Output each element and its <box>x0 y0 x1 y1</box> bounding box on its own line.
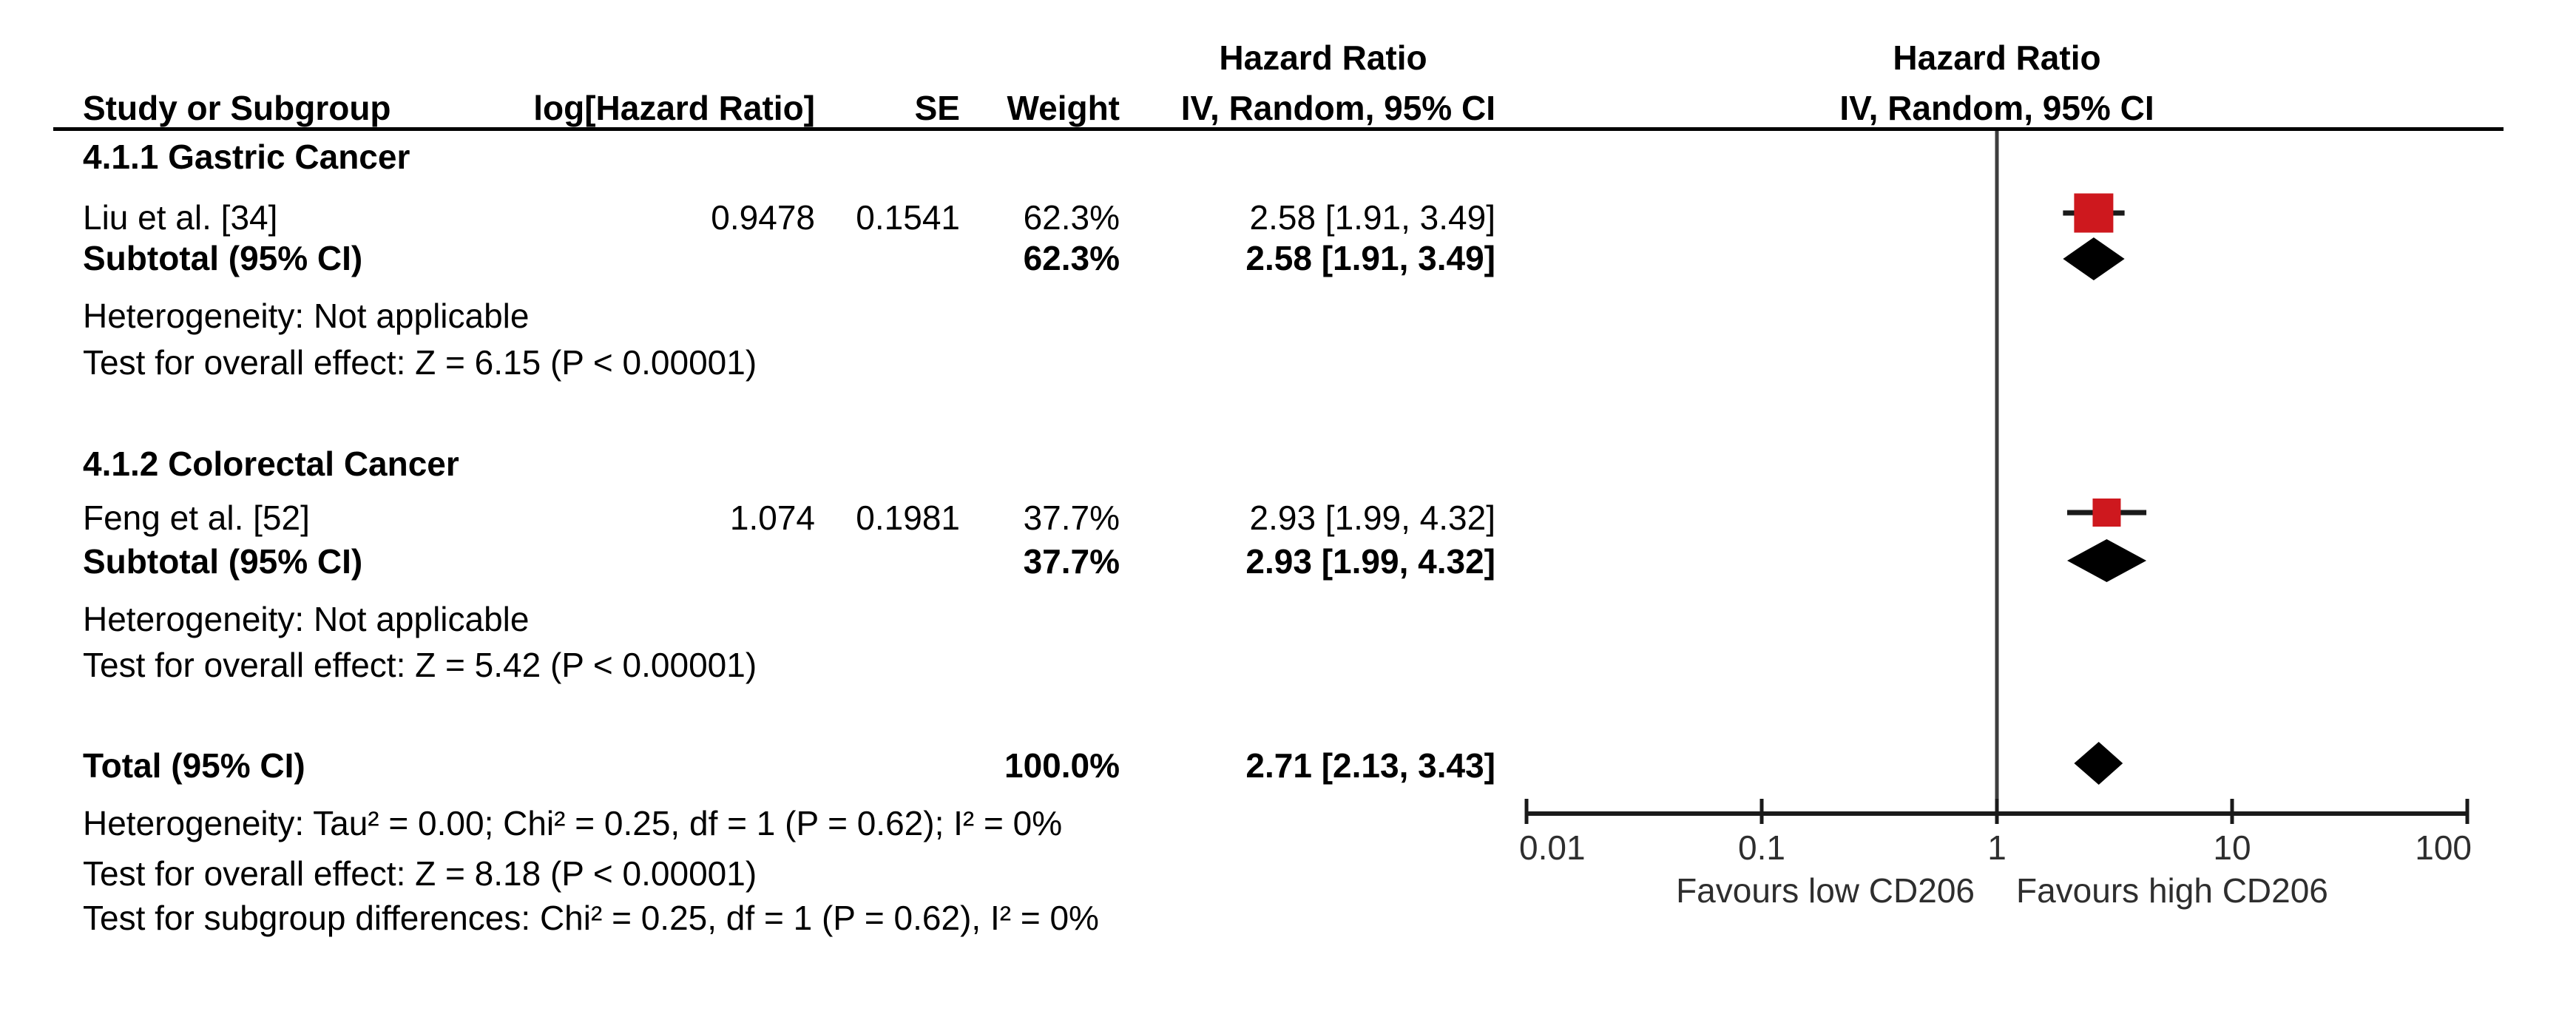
study-name: Liu et al. [34] <box>83 198 278 237</box>
axis-tick <box>1995 799 1999 824</box>
study-loghr: 1.074 <box>729 499 815 537</box>
total-diamond <box>2074 742 2123 785</box>
total-weight: 100.0% <box>1004 746 1120 785</box>
total-estimate: 2.71 [2.13, 3.43] <box>1245 746 1495 785</box>
subgroup-differences-line: Test for subgroup differences: Chi² = 0.… <box>83 899 1099 937</box>
total-overall-effect-line: Test for overall effect: Z = 8.18 (P < 0… <box>83 854 757 893</box>
column-header-loghr: log[Hazard Ratio] <box>533 89 815 127</box>
study-name: Feng et al. [52] <box>83 499 310 537</box>
overall-effect-line: Test for overall effect: Z = 6.15 (P < 0… <box>83 343 757 382</box>
column-header-study: Study or Subgroup <box>83 89 391 127</box>
study-loghr: 0.9478 <box>711 198 815 237</box>
axis-tick <box>2230 799 2234 824</box>
study-estimate: 2.58 [1.91, 3.49] <box>1249 198 1496 237</box>
favours-left-label: Favours low CD206 <box>1676 871 1975 910</box>
column-header-weight: Weight <box>1007 89 1120 127</box>
study-weight-square <box>2074 193 2114 233</box>
axis-tick-label: 10 <box>2213 828 2251 867</box>
study-weight: 62.3% <box>1023 198 1120 237</box>
column-header-ci: IV, Random, 95% CI <box>1180 89 1495 127</box>
study-weight-square <box>2092 499 2121 527</box>
total-heterogeneity-line: Heterogeneity: Tau² = 0.00; Chi² = 0.25,… <box>83 804 1063 842</box>
subtotal-weight: 62.3% <box>1023 239 1120 277</box>
right-effect-subtitle: IV, Random, 95% CI <box>1839 89 2154 127</box>
group-title: 4.1.1 Gastric Cancer <box>83 138 410 176</box>
axis-tick <box>1759 799 1764 824</box>
subtotal-diamond <box>2067 539 2147 582</box>
study-se: 0.1541 <box>856 198 960 237</box>
axis-tick-label: 1 <box>1987 828 2007 867</box>
subtotal-label: Subtotal (95% CI) <box>83 542 363 581</box>
total-label: Total (95% CI) <box>83 746 305 785</box>
column-header-se: SE <box>914 89 960 127</box>
subtotal-estimate: 2.58 [1.91, 3.49] <box>1245 239 1495 277</box>
subtotal-estimate: 2.93 [1.99, 4.32] <box>1245 542 1495 581</box>
study-estimate: 2.93 [1.99, 4.32] <box>1249 499 1496 537</box>
study-se: 0.1981 <box>856 499 960 537</box>
subtotal-diamond <box>2063 237 2125 280</box>
subtotal-weight: 37.7% <box>1023 542 1120 581</box>
null-effect-line <box>1995 131 1999 824</box>
left-effect-title: Hazard Ratio <box>1219 38 1427 77</box>
right-effect-title: Hazard Ratio <box>1893 38 2101 77</box>
axis-tick-label: 0.01 <box>1519 828 1586 867</box>
subtotal-label: Subtotal (95% CI) <box>83 239 363 277</box>
overall-effect-line: Test for overall effect: Z = 5.42 (P < 0… <box>83 646 757 684</box>
group-title: 4.1.2 Colorectal Cancer <box>83 445 459 483</box>
axis-tick <box>1524 799 1529 824</box>
study-weight: 37.7% <box>1023 499 1120 537</box>
axis-tick <box>2465 799 2469 824</box>
axis-tick-label: 0.1 <box>1738 828 1785 867</box>
heterogeneity-line: Heterogeneity: Not applicable <box>83 297 530 335</box>
axis-tick-label: 100 <box>2415 828 2472 867</box>
header-underline <box>53 127 2504 131</box>
heterogeneity-line: Heterogeneity: Not applicable <box>83 600 530 638</box>
favours-right-label: Favours high CD206 <box>2016 871 2328 910</box>
